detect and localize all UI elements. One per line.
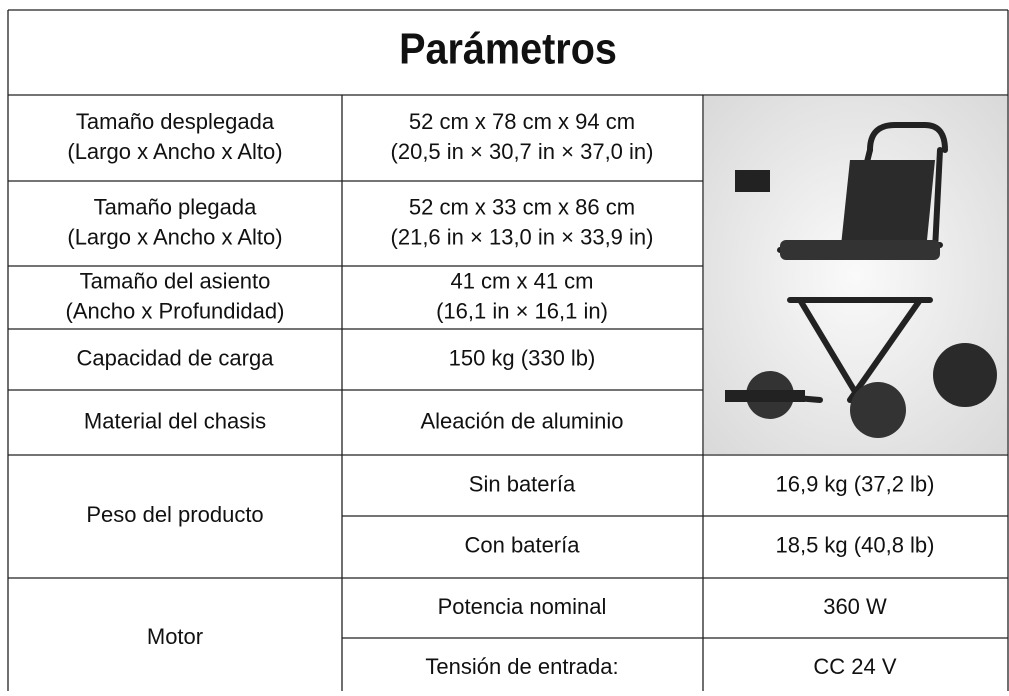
item-name: Sin batería — [469, 471, 576, 496]
group-label: Motor — [147, 624, 203, 649]
item-value: 360 W — [823, 594, 887, 619]
grid — [7, 9, 1009, 691]
row-label: Capacidad de carga — [77, 345, 275, 370]
row-label: (Largo x Ancho x Alto) — [67, 224, 282, 249]
row-label: (Largo x Ancho x Alto) — [67, 139, 282, 164]
row-value: 41 cm x 41 cm — [450, 268, 593, 293]
product-image — [704, 96, 1007, 454]
item-value: CC 24 V — [813, 654, 896, 679]
table-title: Parámetros — [399, 24, 617, 73]
row-label: Tamaño del asiento — [80, 268, 271, 293]
row-value: (16,1 in × 16,1 in) — [436, 298, 608, 323]
item-name: Tensión de entrada: — [425, 654, 618, 679]
item-value: 18,5 kg (40,8 lb) — [776, 532, 935, 557]
item-value: 16,9 kg (37,2 lb) — [776, 471, 935, 496]
group-label: Peso del producto — [86, 502, 263, 527]
row-value: 52 cm x 78 cm x 94 cm — [409, 109, 635, 134]
row-value: (20,5 in × 30,7 in × 37,0 in) — [391, 139, 654, 164]
row-label: Tamaño desplegada — [76, 109, 275, 134]
item-name: Con batería — [465, 532, 581, 557]
row-label: Tamaño plegada — [94, 194, 257, 219]
item-name: Potencia nominal — [438, 594, 607, 619]
row-value: Aleación de aluminio — [420, 408, 623, 433]
row-label: Material del chasis — [84, 408, 266, 433]
row-value: (21,6 in × 13,0 in × 33,9 in) — [391, 224, 654, 249]
row-value: 52 cm x 33 cm x 86 cm — [409, 194, 635, 219]
row-value: 150 kg (330 lb) — [449, 345, 596, 370]
row-label: (Ancho x Profundidad) — [66, 298, 285, 323]
